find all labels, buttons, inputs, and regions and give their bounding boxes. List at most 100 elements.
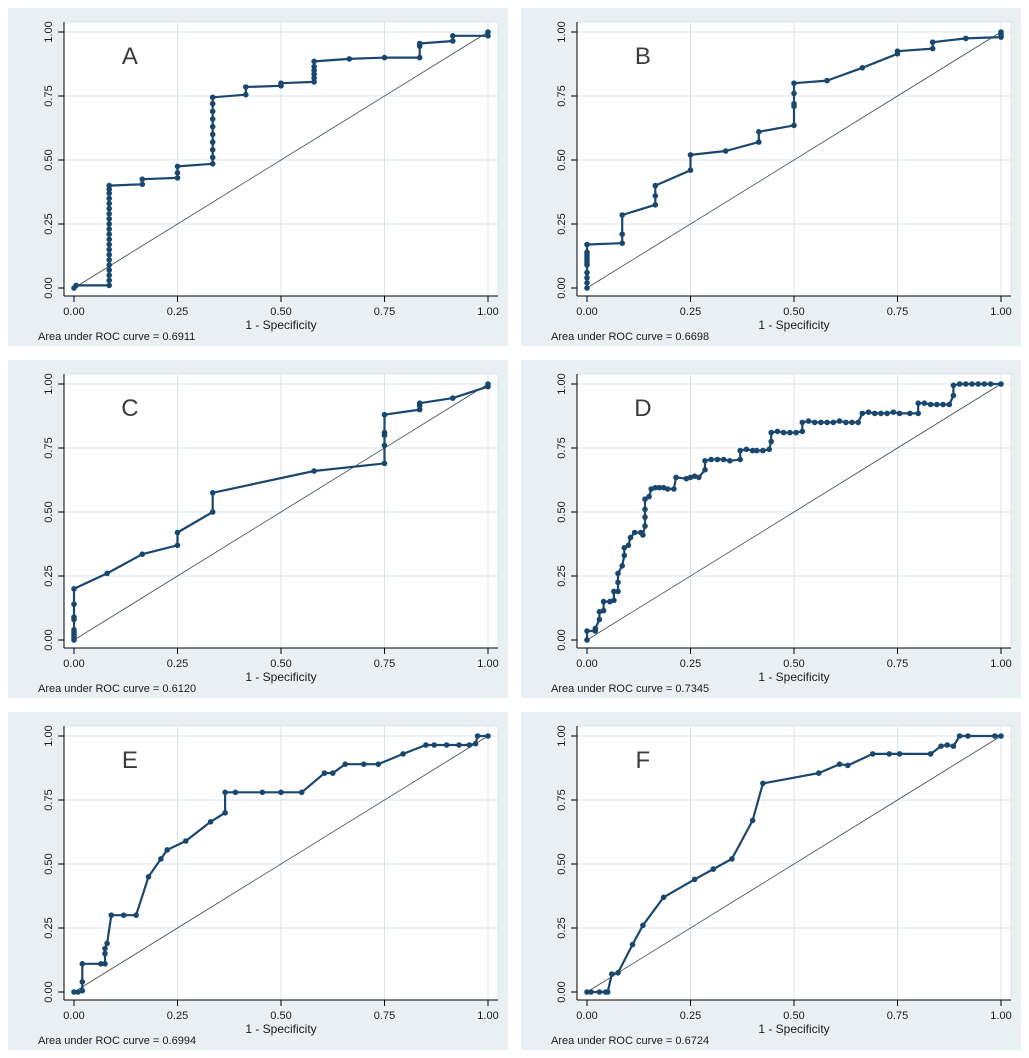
roc-point [642, 496, 648, 502]
x-tick-label: 1.00 [990, 306, 1011, 318]
roc-point [106, 262, 112, 268]
x-axis-title: 1 - Specificity [758, 670, 829, 684]
roc-point [956, 733, 963, 739]
roc-point [865, 409, 872, 415]
roc-point [687, 167, 694, 173]
roc-panel-b: 0.00 0.00 0.25 0.25 0.50 0.50 0.75 0.75 1.00 1.00… [521, 8, 1021, 346]
roc-point [592, 625, 599, 632]
roc-point [793, 429, 799, 436]
roc-point [98, 961, 104, 967]
roc-point [737, 447, 743, 454]
roc-point [619, 240, 625, 246]
roc-point [652, 193, 659, 199]
roc-point [588, 989, 594, 995]
roc-point [656, 484, 663, 491]
panel-letter: E [122, 747, 138, 774]
roc-point [702, 467, 708, 473]
roc-point [896, 410, 903, 417]
roc-point [75, 989, 81, 995]
x-tick-label: 1.00 [990, 658, 1011, 670]
roc-point [104, 570, 110, 577]
roc-point [311, 63, 317, 70]
auc-label: Area under ROC curve = 0.6698 [551, 331, 709, 343]
roc-point [950, 743, 957, 749]
roc-point [956, 381, 963, 387]
roc-point [584, 269, 590, 276]
roc-point [106, 251, 112, 258]
roc-point [987, 381, 994, 387]
roc-point [673, 474, 679, 481]
x-tick-label: 0.00 [576, 306, 597, 318]
x-tick-label: 0.00 [576, 1010, 597, 1022]
y-tick-label: 1.00 [556, 373, 568, 394]
roc-panel-a: 0.00 0.00 0.25 0.25 0.50 0.50 0.75 0.75 1.00 1.00… [8, 8, 508, 346]
x-tick-label: 0.00 [63, 1010, 84, 1022]
roc-point [443, 742, 450, 748]
roc-point [106, 200, 112, 207]
y-tick-label: 0.25 [43, 565, 55, 586]
x-axis-title: 1 - Specificity [758, 318, 829, 332]
roc-point [330, 770, 336, 776]
roc-point [811, 419, 818, 426]
y-tick-label: 0.25 [556, 213, 568, 234]
roc-point [584, 628, 590, 634]
x-tick-label: 0.25 [680, 658, 701, 670]
roc-point [361, 761, 367, 767]
roc-point [938, 743, 944, 749]
roc-point [660, 894, 667, 901]
roc-point [708, 456, 714, 463]
x-axis-title: 1 - Specificity [245, 1022, 316, 1036]
x-tick-label: 0.00 [63, 658, 84, 670]
roc-point [929, 45, 936, 52]
roc-point [584, 249, 590, 255]
roc-point [652, 182, 659, 189]
roc-point [106, 211, 112, 217]
roc-point [886, 751, 892, 757]
roc-point [965, 733, 971, 739]
roc-point [611, 597, 617, 604]
roc-point [174, 529, 181, 536]
roc-point [998, 381, 1004, 387]
roc-point [824, 77, 830, 84]
roc-point [79, 979, 86, 985]
roc-point [756, 129, 762, 135]
roc-point [209, 490, 216, 496]
roc-point [619, 212, 625, 218]
roc-point [311, 468, 317, 474]
roc-point [106, 226, 112, 232]
x-tick-label: 0.50 [270, 306, 291, 318]
roc-point [743, 446, 750, 453]
roc-chart-f: 0.00 0.00 0.25 0.25 0.50 0.50 0.75 0.75 1.00 1.00… [551, 725, 1012, 1047]
roc-point [102, 950, 108, 957]
roc-point [625, 542, 632, 549]
roc-point [843, 419, 849, 426]
roc-point [243, 91, 249, 98]
roc-point [466, 742, 473, 748]
roc-point [71, 586, 77, 592]
roc-point [859, 410, 866, 417]
roc-point [915, 410, 921, 417]
roc-point [73, 282, 79, 289]
roc-point [474, 733, 481, 739]
roc-point [756, 139, 762, 145]
roc-point [927, 401, 934, 408]
roc-point [950, 382, 957, 389]
roc-point [71, 989, 77, 995]
roc-point [894, 48, 901, 54]
roc-point [311, 75, 317, 81]
roc-point [158, 856, 164, 862]
roc-point [642, 523, 648, 529]
y-tick-label: 1.00 [556, 725, 568, 746]
roc-point [687, 152, 694, 158]
x-tick-label: 0.75 [887, 1010, 908, 1022]
roc-point [79, 987, 86, 994]
y-tick-label: 0.75 [43, 85, 55, 106]
roc-point [818, 419, 824, 426]
roc-point [836, 418, 843, 424]
y-tick-label: 0.00 [43, 629, 55, 650]
x-tick-label: 0.50 [270, 658, 291, 670]
roc-point [596, 989, 603, 995]
roc-point [423, 742, 429, 748]
roc-point [859, 65, 866, 71]
x-tick-label: 0.50 [270, 1010, 291, 1022]
